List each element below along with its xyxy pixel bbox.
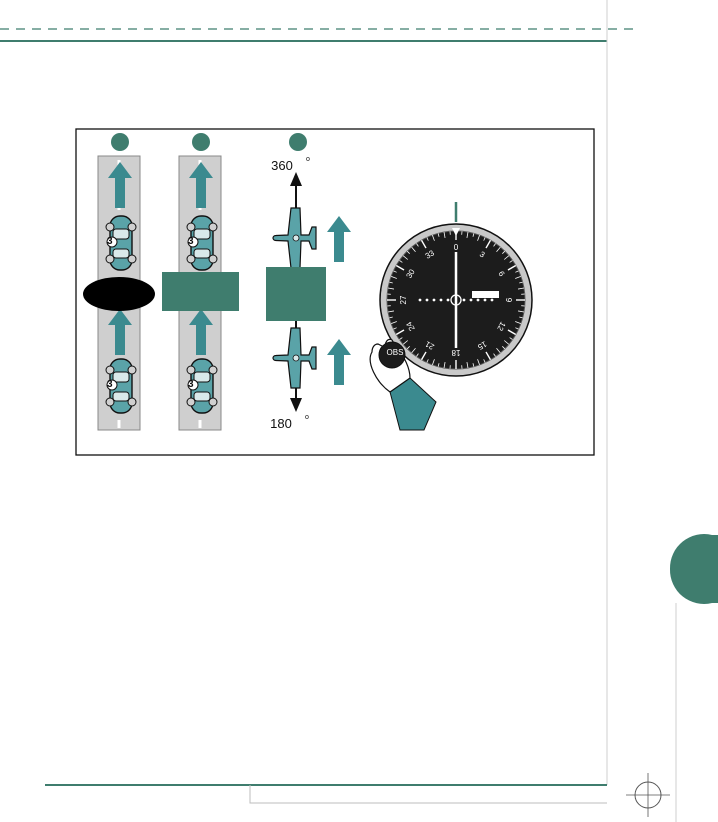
vor-tick-mark bbox=[387, 287, 395, 290]
vor-course-index bbox=[452, 228, 460, 236]
step-marker-3 bbox=[289, 133, 307, 151]
vor-tick-mark bbox=[509, 337, 513, 340]
vor-center-ring bbox=[450, 294, 462, 306]
vor-tick-mark bbox=[466, 231, 469, 239]
vor-tick-mark bbox=[519, 281, 523, 284]
vor-tick-mark bbox=[507, 264, 517, 271]
vor-tick-mark bbox=[517, 310, 525, 313]
vor-tick-mark bbox=[406, 250, 410, 254]
vor-tick-mark bbox=[426, 237, 429, 241]
vor-tick-mark bbox=[496, 246, 501, 252]
vor-tick-mark bbox=[502, 346, 506, 350]
vor-tick-mark bbox=[517, 287, 525, 290]
footer-bracket bbox=[249, 785, 607, 804]
obs-knob-label: OBS bbox=[387, 348, 404, 357]
heading-bottom-degree: o bbox=[305, 414, 309, 421]
vor-tick-mark bbox=[472, 363, 475, 367]
vor-tick-mark bbox=[391, 321, 397, 324]
vor-tick-mark bbox=[416, 243, 419, 247]
vor-tick-mark bbox=[515, 321, 521, 324]
vor-tick-mark bbox=[387, 310, 395, 313]
vor-tick-label: 9 bbox=[504, 298, 513, 303]
road-2 bbox=[162, 155, 239, 431]
vor-tick-mark bbox=[395, 264, 405, 271]
heading-top-label: 360 bbox=[271, 158, 293, 173]
vor-tick-mark bbox=[420, 351, 427, 361]
vor-tick-mark bbox=[496, 348, 501, 354]
vor-tick-mark bbox=[472, 233, 475, 237]
vor-tick-mark bbox=[389, 316, 393, 319]
vor-tick-mark bbox=[402, 255, 408, 260]
vor-tick-mark bbox=[502, 250, 506, 254]
vor-tick-label: 3 bbox=[478, 250, 487, 260]
vor-tick-label: 27 bbox=[399, 295, 408, 304]
vor-tick-mark bbox=[406, 346, 410, 350]
heading-arrow-up bbox=[290, 172, 302, 186]
vor-tick-mark bbox=[477, 359, 480, 365]
vor-tick-mark bbox=[504, 340, 510, 345]
vor-tick-mark bbox=[477, 235, 480, 241]
vor-tick-label: 6 bbox=[496, 270, 506, 279]
vor-tick-mark bbox=[426, 359, 429, 363]
heading-top-degree: o bbox=[306, 156, 310, 163]
heading-teal-box bbox=[266, 267, 326, 321]
road-2-car-top-number: 3 bbox=[188, 236, 194, 247]
vor-tick-mark bbox=[493, 243, 496, 247]
vor-tick-mark bbox=[485, 351, 492, 361]
vor-tick-mark bbox=[432, 235, 435, 241]
vor-tick-mark bbox=[393, 327, 397, 330]
vor-tick-mark bbox=[504, 255, 510, 260]
vor-tick-mark bbox=[515, 327, 519, 330]
vor-tick-mark bbox=[391, 276, 397, 279]
vor-deviation-dots bbox=[418, 298, 494, 302]
vor-tick-mark bbox=[485, 239, 492, 249]
vor-compass-ticks bbox=[387, 231, 525, 369]
vor-tick-mark bbox=[443, 231, 446, 239]
road-1-car-top-number: 3 bbox=[107, 236, 113, 247]
road-1 bbox=[83, 155, 155, 431]
road-1-car-bottom-number: 3 bbox=[107, 379, 113, 390]
road-2-car-bottom-number: 3 bbox=[188, 379, 194, 390]
vor-tick-mark bbox=[515, 276, 521, 279]
vor-tick-mark bbox=[483, 237, 486, 241]
heading-arrow-down bbox=[290, 398, 302, 412]
vor-tick-mark bbox=[519, 316, 523, 319]
chapter-tab bbox=[669, 534, 718, 604]
vor-tick-mark bbox=[420, 239, 427, 249]
vor-tick-mark bbox=[515, 270, 519, 273]
vor-tick-mark bbox=[416, 353, 419, 357]
vor-tick-mark bbox=[399, 337, 403, 340]
vor-tick-mark bbox=[389, 281, 393, 284]
vor-tick-mark bbox=[411, 348, 416, 354]
heading-bottom-label: 180 bbox=[270, 416, 292, 431]
vor-tick-mark bbox=[432, 359, 435, 365]
obs-knob bbox=[378, 341, 406, 369]
vor-tick-label: 0 bbox=[454, 243, 459, 252]
vor-tick-mark bbox=[399, 260, 403, 263]
vor-tick-mark bbox=[483, 359, 486, 363]
step-marker-2 bbox=[192, 133, 210, 151]
vor-indicator bbox=[379, 202, 533, 377]
vor-tick-mark bbox=[437, 233, 440, 237]
vor-tick-label: 18 bbox=[451, 348, 460, 357]
hand-turning-obs bbox=[369, 338, 437, 431]
vor-tick-mark bbox=[466, 361, 469, 369]
road-1-black-oval bbox=[83, 277, 155, 311]
vor-to-from-flag bbox=[472, 291, 499, 298]
vor-tick-mark bbox=[443, 361, 446, 369]
vor-tick-mark bbox=[507, 329, 517, 336]
vor-tick-mark bbox=[509, 260, 513, 263]
vor-tick-mark bbox=[493, 353, 496, 357]
step-marker-1 bbox=[111, 133, 129, 151]
vor-tick-mark bbox=[411, 246, 416, 252]
vor-tick-mark bbox=[437, 363, 440, 367]
vor-tick-mark bbox=[395, 329, 405, 336]
vor-tick-mark bbox=[393, 270, 397, 273]
vor-tick-mark bbox=[402, 340, 408, 345]
road-2-teal-box bbox=[162, 272, 239, 311]
